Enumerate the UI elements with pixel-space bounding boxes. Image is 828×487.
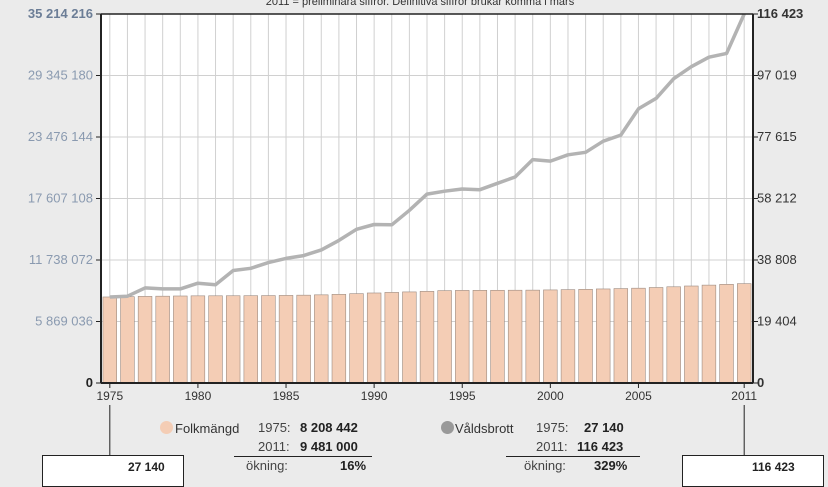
x-tick-label: 1975 — [96, 389, 123, 403]
bar-folkmangd — [525, 289, 540, 384]
y-right-tick-label: 58 212 — [757, 190, 797, 205]
bar-folkmangd — [331, 294, 347, 384]
y-left-tick-label: 5 869 036 — [35, 314, 93, 329]
x-tick-label: 1985 — [273, 389, 300, 403]
bar-folkmangd — [296, 294, 311, 384]
y-left-tick-label: 11 738 072 — [29, 252, 93, 267]
bar-folkmangd — [384, 292, 399, 384]
valdsbrott-row3-label: ökning: — [524, 458, 566, 473]
bar-folkmangd — [666, 286, 681, 384]
folkmangd-row2-label: 2011: — [258, 439, 290, 454]
x-tick-label: 1990 — [361, 389, 388, 403]
bar-folkmangd — [596, 288, 611, 384]
bar-folkmangd — [366, 292, 382, 384]
y-left-tick-label: 17 607 108 — [28, 191, 93, 206]
bar-folkmangd — [173, 295, 188, 384]
bar-folkmangd — [684, 285, 699, 384]
bar-folkmangd — [543, 289, 558, 384]
legend-folkmangd-name: Folkmängd — [175, 421, 240, 436]
chart-canvas: 0 5 869 036 11 738 072 17 607 108 23 476 144… — [28, 6, 803, 455]
folkmangd-row3-value: 16% — [340, 458, 367, 473]
bar-folkmangd — [208, 295, 223, 384]
x-tick-label: 2000 — [537, 389, 564, 403]
valdsbrott-row3-value: 329% — [594, 458, 628, 473]
bar-folkmangd — [225, 295, 241, 384]
bar-folkmangd — [243, 295, 258, 384]
folkmangd-row1-value: 8 208 442 — [300, 420, 358, 435]
bar-folkmangd — [137, 296, 153, 384]
bar-folkmangd — [120, 296, 135, 384]
valdsbrott-row1-value: 27 140 — [584, 420, 624, 435]
bar-folkmangd — [631, 287, 646, 384]
chart-subtitle: 2011 = preliminära siffror. Definitiva s… — [265, 0, 575, 8]
bar-folkmangd — [314, 294, 329, 384]
bar-folkmangd — [701, 284, 717, 384]
valdsbrott-rule — [506, 456, 640, 457]
bar-folkmangd — [102, 296, 117, 384]
legend-valdsbrott-name: Våldsbrott — [455, 421, 514, 436]
y-right-tick-label: 77 615 — [757, 129, 797, 144]
valdsbrott-row2-value: 116 423 — [577, 439, 624, 454]
valdsbrott-swatch-icon — [441, 421, 454, 434]
folkmangd-row1-label: 1975: — [258, 420, 291, 435]
line-valdsbrott — [109, 13, 746, 299]
bar-folkmangd — [578, 289, 593, 384]
y-right-tick-label: 97 019 — [757, 68, 797, 83]
bar-folkmangd — [613, 288, 629, 384]
bar-folkmangd — [437, 290, 452, 384]
callout-left-value: 27 140 — [128, 460, 165, 474]
x-tick-label: 1995 — [449, 389, 476, 403]
y-right-tick-label: 19 404 — [757, 313, 797, 328]
y-right-tick-label: 116 423 — [757, 6, 803, 21]
bar-folkmangd — [261, 295, 276, 384]
bar-folkmangd — [349, 293, 364, 384]
bar-folkmangd — [472, 290, 488, 384]
callout-right-value: 116 423 — [752, 460, 795, 474]
bar-folkmangd — [737, 283, 752, 384]
bar-folkmangd — [402, 291, 417, 384]
x-tick-label: 2011 — [731, 389, 757, 403]
folkmangd-row2-value: 9 481 000 — [300, 439, 358, 454]
bar-folkmangd — [278, 295, 294, 384]
y-right-tick-label: 0 — [757, 375, 764, 390]
valdsbrott-row1-label: 1975: — [536, 420, 569, 435]
bar-folkmangd — [719, 284, 734, 384]
y-left-tick-label: 0 — [86, 375, 93, 390]
bar-folkmangd — [190, 295, 206, 384]
chart-page: 0 5 869 036 11 738 072 17 607 108 23 476 144… — [28, 0, 824, 487]
x-tick-label: 1980 — [185, 389, 212, 403]
bar-folkmangd — [560, 289, 576, 384]
bar-folkmangd — [507, 289, 523, 384]
bar-folkmangd — [155, 295, 170, 384]
valdsbrott-row2-label: 2011: — [536, 439, 568, 454]
folkmangd-rule — [234, 456, 372, 457]
bar-folkmangd — [419, 291, 435, 384]
bar-folkmangd — [490, 289, 505, 384]
bar-folkmangd — [455, 290, 470, 384]
y-left-tick-label: 29 345 180 — [28, 68, 93, 83]
folkmangd-row3-label: ökning: — [246, 458, 288, 473]
x-tick-label: 2005 — [625, 389, 652, 403]
y-left-tick-label: 35 214 216 — [28, 6, 93, 21]
bar-folkmangd — [648, 287, 664, 384]
y-left-tick-label: 23 476 144 — [28, 129, 93, 144]
folkmangd-swatch-icon — [160, 421, 173, 434]
y-right-tick-label: 38 808 — [757, 252, 797, 267]
